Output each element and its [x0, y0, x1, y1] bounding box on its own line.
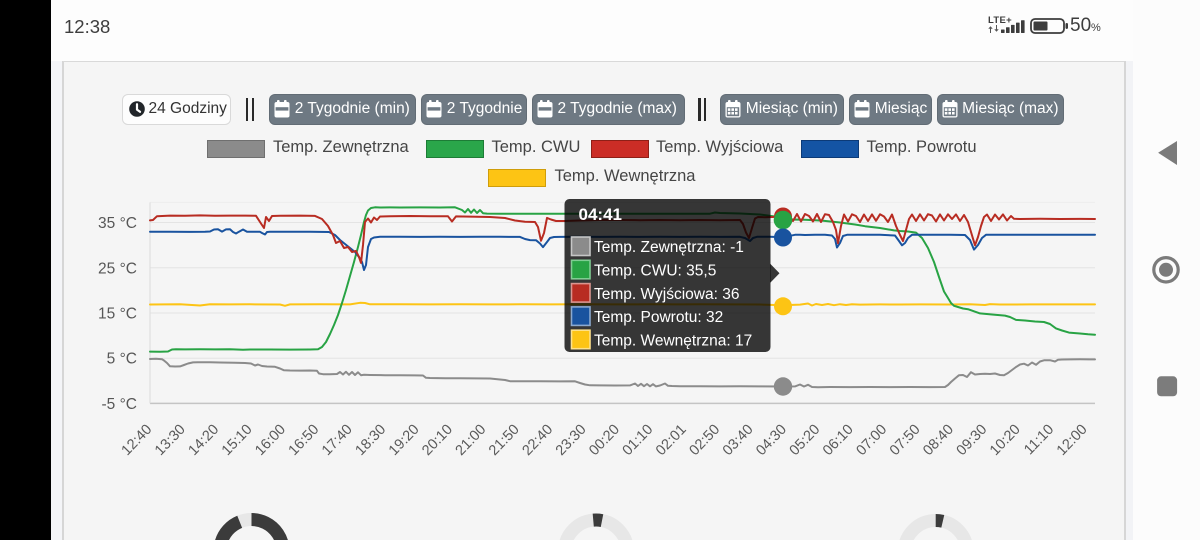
svg-text:10:20: 10:20	[987, 422, 1024, 459]
svg-text:23:30: 23:30	[553, 422, 590, 459]
svg-text:14:20: 14:20	[185, 422, 222, 459]
svg-text:07:00: 07:00	[853, 422, 890, 459]
svg-text:Temp. Wewnętrzna: 17: Temp. Wewnętrzna: 17	[594, 332, 752, 349]
svg-text:17:40: 17:40	[319, 422, 356, 459]
svg-text:Temp. Powrotu: 32: Temp. Powrotu: 32	[594, 309, 723, 326]
svg-text:16:50: 16:50	[286, 422, 323, 459]
svg-text:12:00: 12:00	[1054, 422, 1091, 459]
svg-text:04:41: 04:41	[579, 205, 622, 224]
svg-text:02:01: 02:01	[653, 422, 690, 459]
svg-text:01:10: 01:10	[620, 422, 657, 459]
svg-text:19:20: 19:20	[386, 422, 423, 459]
svg-text:15:10: 15:10	[219, 422, 256, 459]
svg-text:20:10: 20:10	[419, 422, 456, 459]
svg-text:05:20: 05:20	[787, 422, 824, 459]
svg-text:00:20: 00:20	[586, 422, 623, 459]
svg-text:Temp. Zewnętrzna: -1: Temp. Zewnętrzna: -1	[594, 239, 744, 256]
svg-text:Temp. CWU: 35,5: Temp. CWU: 35,5	[594, 263, 716, 280]
svg-text:09:30: 09:30	[954, 422, 991, 459]
svg-text:35 °C: 35 °C	[98, 215, 137, 232]
svg-text:12:40: 12:40	[119, 422, 156, 459]
svg-text:5 °C: 5 °C	[107, 351, 137, 368]
svg-text:21:50: 21:50	[486, 422, 523, 459]
svg-text:07:50: 07:50	[887, 422, 924, 459]
svg-text:25 °C: 25 °C	[98, 260, 137, 277]
svg-text:08:40: 08:40	[920, 422, 957, 459]
svg-text:-5 °C: -5 °C	[102, 396, 137, 413]
svg-text:Temp. Wyjściowa: 36: Temp. Wyjściowa: 36	[594, 286, 739, 303]
svg-text:13:30: 13:30	[152, 422, 189, 459]
svg-text:02:50: 02:50	[686, 422, 723, 459]
svg-text:16:00: 16:00	[252, 422, 289, 459]
svg-text:06:10: 06:10	[820, 422, 857, 459]
svg-text:03:40: 03:40	[720, 422, 757, 459]
svg-text:22:40: 22:40	[519, 422, 556, 459]
svg-text:04:30: 04:30	[753, 422, 790, 459]
svg-text:18:30: 18:30	[352, 422, 389, 459]
svg-text:21:00: 21:00	[453, 422, 490, 459]
svg-text:11:10: 11:10	[1021, 422, 1057, 458]
svg-text:15 °C: 15 °C	[98, 306, 137, 323]
